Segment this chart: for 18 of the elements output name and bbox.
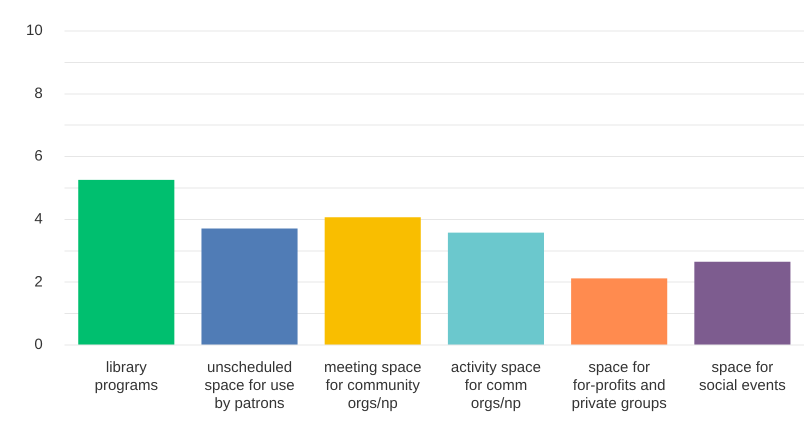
- x-tick-label: unscheduled space for use by patrons: [204, 359, 295, 412]
- y-tick-label: 6: [34, 148, 43, 165]
- bar: [448, 232, 544, 344]
- bar: [694, 262, 790, 344]
- y-tick-label: 2: [34, 273, 43, 290]
- bar: [571, 278, 668, 344]
- x-tick-label: library programs: [94, 359, 158, 394]
- y-tick-label: 0: [34, 336, 43, 354]
- bar: [324, 217, 421, 344]
- x-tick-label: space for for-profits and private groups: [572, 359, 667, 412]
- y-tick-label: 8: [34, 84, 43, 102]
- x-tick-label: space for social events: [699, 359, 786, 394]
- x-tick-label: activity space for comm orgs/np: [450, 359, 541, 412]
- bar: [201, 228, 298, 344]
- y-tick-label: 10: [26, 22, 43, 40]
- bar: [78, 180, 174, 344]
- x-tick-label: meeting space for community orgs/np: [324, 359, 422, 412]
- y-tick-label: 4: [34, 210, 43, 228]
